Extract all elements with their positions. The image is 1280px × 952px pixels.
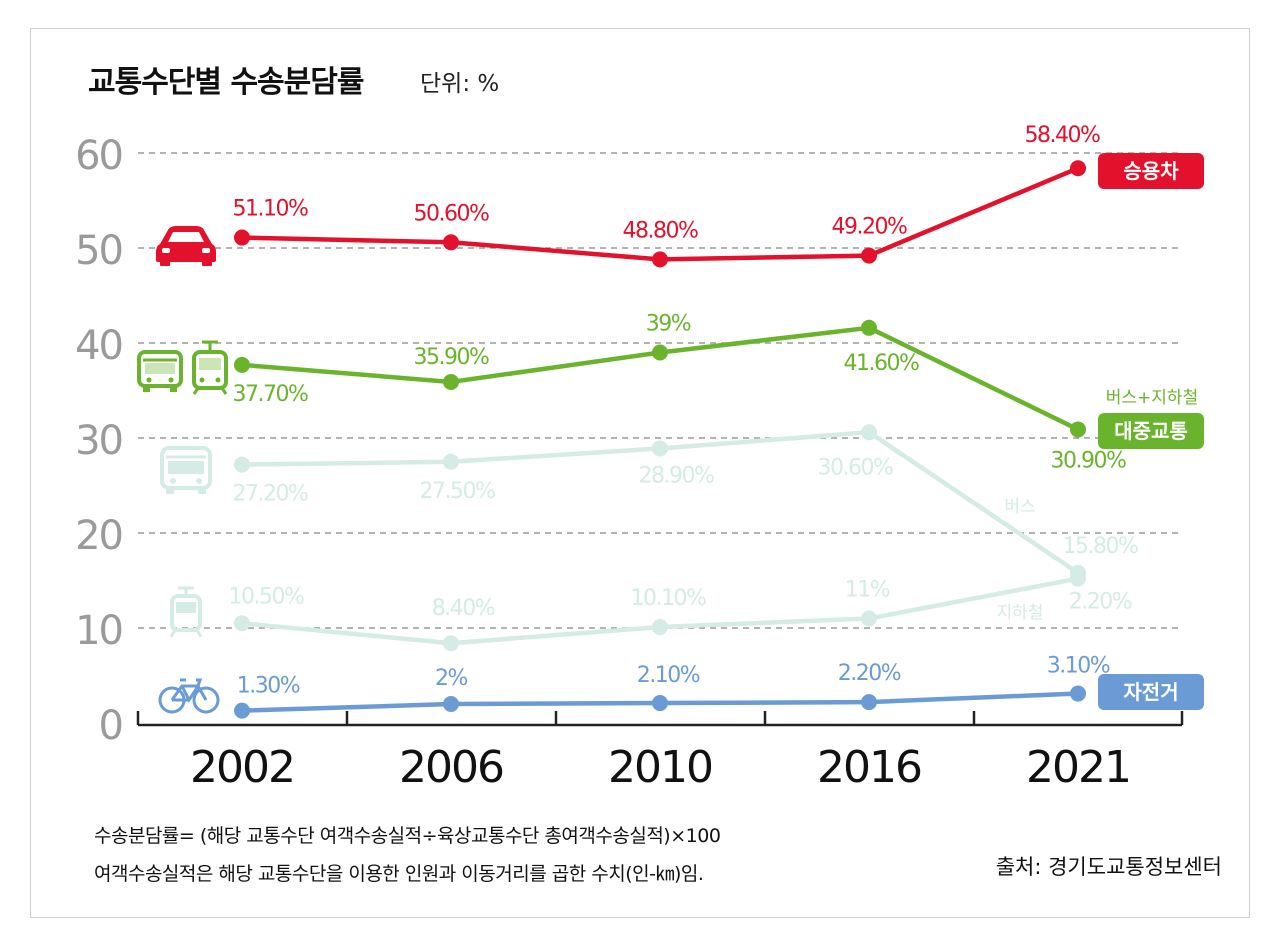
legend-tag-bike-bg [1098,674,1204,710]
subway-point [652,619,668,636]
transit-point [443,373,459,390]
legend-tag-transit-bg [1098,413,1204,449]
car-point [861,247,877,264]
y-tick-label: 50 [75,228,122,274]
transit-point [234,356,250,373]
car-point [652,251,668,268]
y-tick-label: 20 [75,513,122,559]
x-tick-label: 2002 [190,742,294,793]
bike-data-label: 2.10% [637,663,700,688]
unit-label: 단위: % [420,71,499,97]
bike-point [1070,685,1086,702]
transit-point [652,344,668,361]
subway-data-label: 2.20% [1069,590,1132,615]
car-point [1070,160,1086,177]
car-point [443,234,459,251]
y-tick-label: 0 [99,703,122,749]
series-layer: 27.20% 27.50% 28.90% 30.60% 15.80% 10.50% 8.40… [229,123,1204,719]
bus-point [652,440,668,457]
legend-tag-bike: 자전거 [1098,674,1204,710]
subway-point [234,615,250,632]
footnote-2: 여객수송실적은 해당 교통수단을 이용한 인원과 이동거리를 곱한 수치(인-㎞… [94,863,703,885]
bike-point [443,696,459,712]
transit-point [1070,421,1086,438]
series-name-bus: 버스 [1004,497,1035,517]
chart-frame [30,28,1250,918]
legend-tag-transit: 대중교통 [1098,413,1204,449]
bike-data-label: 1.30% [237,674,300,699]
y-tick-label: 30 [75,418,122,464]
series-bus: 27.20% 27.50% 28.90% 30.60% 15.80% [233,424,1140,581]
bus-data-label: 27.50% [420,479,495,504]
car-point [234,229,250,246]
subway-data-label: 10.50% [229,584,304,609]
car-data-label: 51.10% [233,197,308,222]
subway-data-label: 11% [845,578,890,603]
bus-data-label: 15.80% [1063,534,1138,559]
subway-point [443,635,459,652]
tram-icon [192,340,228,395]
car-data-label: 50.60% [414,201,489,226]
car-data-label: 58.40% [1025,123,1100,148]
footnote-1: 수송분담률= (해당 교통수단 여객수송실적÷육상교통수단 총여객수송실적)×1… [94,825,720,847]
legend-tag-car-label: 승용차 [1123,159,1179,183]
transit-data-label: 39% [646,312,691,337]
car-line [241,166,1079,262]
series-name-subway: 지하철 [997,603,1044,623]
legend-tag-bike-label: 자전거 [1123,680,1178,704]
bus-data-label: 28.90% [639,463,714,488]
subway-data-label: 10.10% [631,586,706,611]
car-icon [156,226,216,266]
y-axis-ticks: 0 10 20 30 40 50 60 [75,133,124,749]
bus-data-label: 30.60% [818,455,893,480]
transit-data-label: 30.90% [1051,448,1126,473]
chart-title: 교통수단별 수송분담률 [88,65,364,100]
car-data-label: 49.20% [832,215,907,240]
source-label: 출처: 경기도교통정보센터 [996,855,1222,879]
transit-data-label: 35.90% [414,345,489,370]
y-tick-label: 10 [75,608,122,654]
subway-point [1070,570,1086,587]
series-transit: 37.70% 35.90% 39% 41.60% 30.90% [233,312,1128,474]
bike-point [652,695,668,712]
bicycle-icon [158,678,220,714]
legend-tag-car-bg [1098,153,1204,189]
x-tick-label: 2016 [817,742,921,793]
bike-point [861,694,877,711]
bike-data-label: 2.20% [838,661,901,686]
transit-data-label: 41.60% [844,351,919,376]
bus-point [234,456,250,473]
bus-point [443,453,459,470]
bike-data-label: 2% [435,666,467,691]
legend-tag-transit-label: 대중교통 [1114,419,1188,443]
transit-data-label: 37.70% [233,382,308,407]
subway-point [861,610,877,627]
bus-outline-icon [160,446,212,494]
bike-data-label: 3.10% [1047,654,1110,679]
bike-point [234,702,250,719]
y-tick-label: 40 [75,323,122,369]
x-tick-label: 2021 [1026,742,1130,793]
transit-point [861,319,877,336]
tram-outline-icon [169,586,203,638]
x-tick-label: 2010 [608,742,712,793]
bus-icon [137,350,183,392]
subway-data-label: 8.40% [432,596,495,621]
series-car: 51.10% 50.60% 48.80% 49.20% 58.40% [233,123,1102,268]
x-tick-label: 2006 [399,742,503,793]
y-tick-label: 60 [75,133,122,179]
bus-point [861,424,877,441]
bus-data-label: 27.20% [233,482,308,507]
series-bike: 1.30% 2% 2.10% 2.20% 3.10% [234,654,1111,719]
legend-tag-car: 승용차 [1098,153,1204,189]
legend-subtitle-transit: 버스+지하철 [1106,388,1198,408]
x-axis: 2002 2006 2010 2016 2021 [136,711,1184,793]
car-data-label: 48.80% [623,218,698,243]
series-subway: 10.50% 8.40% 10.10% 11% 2.20% [229,570,1133,652]
